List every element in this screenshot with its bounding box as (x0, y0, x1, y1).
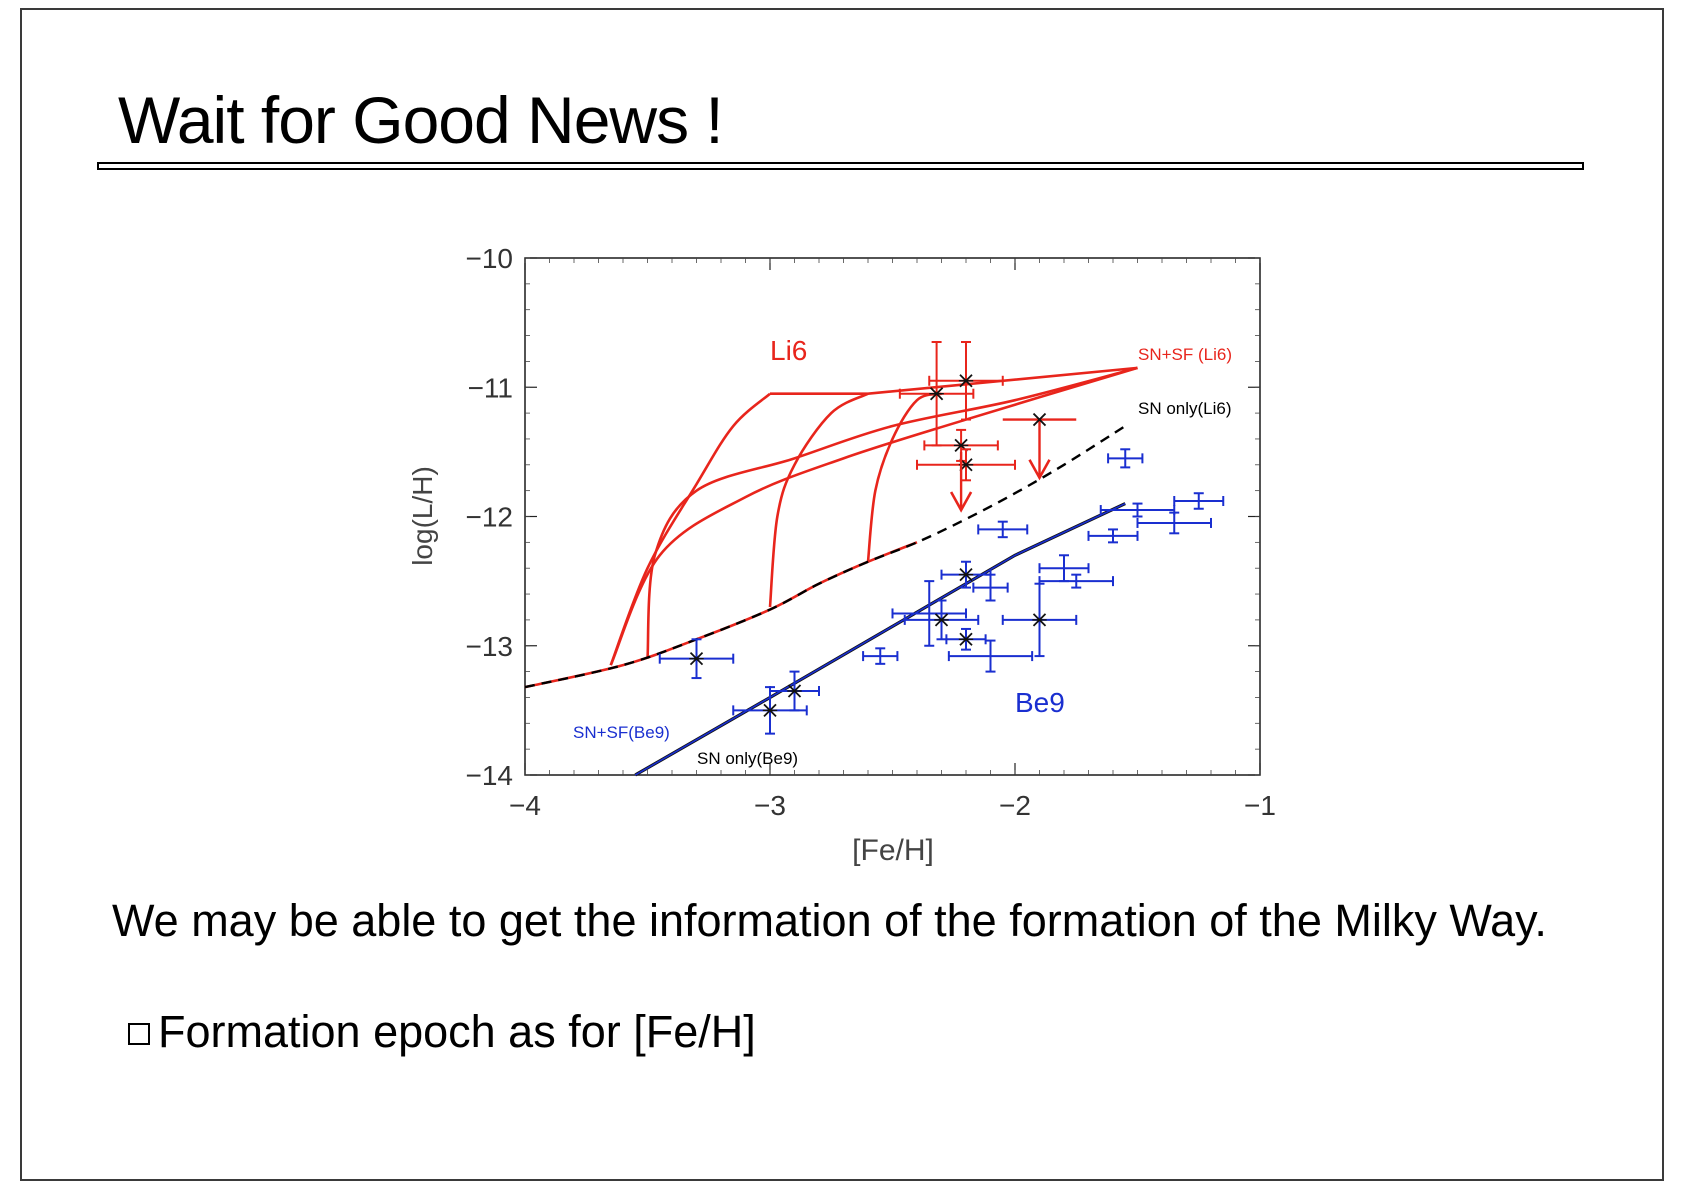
model-curves (524, 366, 1138, 777)
y-axis-label: log(L/H) (407, 466, 438, 566)
be9-data-point (1087, 528, 1139, 544)
be9-data-point (891, 580, 967, 647)
label-sn-sf-be9: SN+SF(Be9) (573, 723, 670, 742)
be9-data-point (1038, 554, 1090, 583)
axis-ticks: −4 −3 −2 −1 −10 −11 −12 −13 −14 (466, 243, 1276, 821)
data-points (658, 341, 1225, 735)
upper-limit-arrowhead (949, 491, 973, 513)
li6-data-point (916, 448, 1016, 482)
li6-sn-sf-track (768, 392, 869, 608)
be9-data-point (769, 670, 820, 712)
x-axis-label: [Fe/H] (852, 834, 934, 867)
bullet-box-icon (128, 1023, 150, 1045)
slide-frame (20, 8, 1664, 1181)
be9-data-point (945, 627, 987, 651)
be9-data-point (1173, 492, 1225, 510)
li6-upper-limit (1002, 412, 1077, 481)
y-tick-label: −14 (466, 760, 514, 791)
li6-sn-sf-track (609, 392, 771, 666)
label-be9: Be9 (1015, 687, 1065, 718)
y-tick-label: −11 (468, 372, 513, 403)
li6-upper-limit (949, 451, 973, 513)
y-tick-label: −12 (466, 502, 514, 533)
plot-area (524, 257, 1261, 776)
star-marker (1032, 412, 1047, 427)
slide-paragraph: We may be able to get the information of… (112, 895, 1547, 946)
x-tick-label: −2 (999, 790, 1031, 821)
label-sn-only-li6: SN only(Li6) (1138, 399, 1232, 418)
label-sn-only-be9: SN only(Be9) (697, 749, 798, 768)
be9-data-point (1099, 502, 1176, 518)
be9-data-point (1038, 573, 1114, 589)
upper-limit-arrowhead (1028, 459, 1051, 481)
li6-sn-sf-track (646, 366, 1138, 659)
be9-data-point (862, 647, 899, 665)
li6-sn-only-curve (524, 425, 1126, 689)
li6-sn-sf-base (524, 541, 918, 689)
y-tick-label: −10 (466, 243, 514, 274)
bullet-text: Formation epoch as for [Fe/H] (158, 1006, 756, 1057)
be9-data-point (1001, 582, 1078, 658)
title-underline (97, 162, 1584, 170)
be9-data-point (972, 573, 1009, 602)
be9-data-point (940, 560, 992, 589)
x-tick-label: −4 (509, 790, 541, 821)
abundance-chart: −4 −3 −2 −1−10−11−12−13−14 [Fe/H] log(L/H) … (407, 243, 1276, 867)
x-tick-label: −1 (1244, 790, 1276, 821)
be9-data-point (947, 639, 1034, 673)
li6-sn-sf-envelope (770, 366, 1138, 396)
li6-sn-sf-track (866, 392, 942, 562)
be9-data-point (1136, 511, 1212, 535)
label-li6: Li6 (770, 335, 807, 366)
slide-bullet: Formation epoch as for [Fe/H] (128, 1007, 756, 1057)
be9-data-point (1107, 448, 1144, 469)
be9-data-point (658, 638, 735, 680)
y-tick-label: −13 (466, 631, 514, 662)
li6-sn-sf-track (609, 366, 1138, 666)
be9-sn-sf-curve (634, 502, 1126, 776)
be9-sn-only-curve (634, 502, 1126, 777)
label-sn-sf-li6: SN+SF (Li6) (1138, 345, 1232, 364)
li6-data-point (928, 341, 1004, 421)
be9-data-point (903, 599, 980, 641)
x-tick-label: −3 (754, 790, 786, 821)
slide-title: Wait for Good News ! (118, 83, 724, 157)
be9-data-point (977, 520, 1029, 539)
